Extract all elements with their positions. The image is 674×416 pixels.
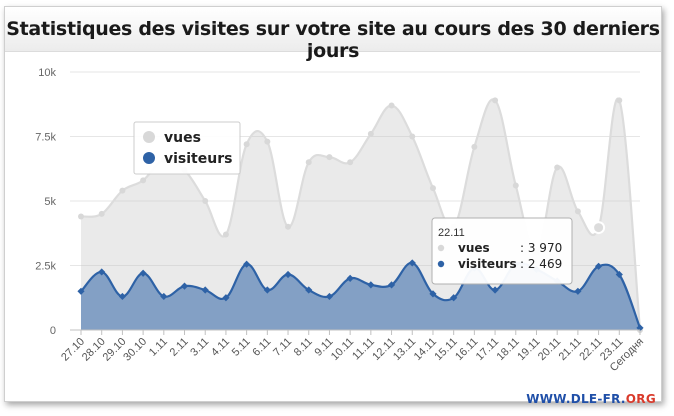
x-tick-label: 3.11 <box>188 336 211 359</box>
data-point-visiteurs <box>574 287 582 295</box>
data-point-vues <box>285 223 292 230</box>
data-point-visiteurs <box>491 286 499 294</box>
x-tick-label: 17.11 <box>474 336 501 363</box>
data-point-visiteurs <box>594 262 603 270</box>
x-tick-label: 14.11 <box>412 336 439 363</box>
data-point-vues <box>512 182 519 189</box>
data-point-vues <box>140 177 147 184</box>
data-point-vues <box>409 133 416 140</box>
data-point-vues <box>429 185 436 192</box>
x-tick-label: 15.11 <box>432 336 459 363</box>
watermark: WWW.DLE-FR.ORG <box>526 392 656 406</box>
data-point-vues <box>574 208 581 215</box>
data-point-vues <box>388 102 395 109</box>
x-tick-label: 8.11 <box>292 336 315 359</box>
legend-marker-vues <box>143 131 155 143</box>
x-tick-label: 16.11 <box>453 336 480 363</box>
x-tick-label: 30.10 <box>121 336 149 364</box>
data-point-visiteurs <box>139 269 147 277</box>
data-point-vues <box>492 97 499 104</box>
data-point-visiteurs <box>615 270 623 279</box>
data-point-visiteurs <box>450 294 458 302</box>
legend-marker-visiteurs <box>143 152 155 164</box>
x-tick-label: 20.11 <box>536 336 563 363</box>
data-point-visiteurs <box>263 286 271 294</box>
data-point-visiteurs <box>346 274 354 282</box>
x-tick-label: 22.11 <box>577 336 604 363</box>
data-point-visiteurs <box>118 292 127 301</box>
data-point-visiteurs <box>77 287 85 295</box>
x-tick-label: 1.11 <box>147 336 170 359</box>
data-point-vues <box>554 164 561 171</box>
x-tick-label: 13.11 <box>391 336 418 363</box>
tooltip-marker-visiteurs <box>437 260 445 268</box>
tooltip-box <box>431 217 573 285</box>
data-point-vues <box>326 154 333 161</box>
x-tick-label: 19.11 <box>515 336 542 363</box>
data-point-visiteurs <box>387 281 396 289</box>
data-point-vues <box>98 210 105 217</box>
data-point-vues <box>305 159 312 166</box>
data-point-visiteurs <box>284 270 292 279</box>
x-tick-label: 12.11 <box>370 336 397 363</box>
hover-point-vues <box>592 221 606 235</box>
data-point-vues <box>78 213 84 220</box>
tooltip-header: 22.11 <box>438 227 465 239</box>
data-point-visiteurs <box>160 292 168 301</box>
series-area-visiteurs <box>81 262 640 330</box>
tooltip-series-name: vues <box>458 241 490 255</box>
y-tick-label: 5k <box>44 196 56 208</box>
x-tick-label: 6.11 <box>250 336 273 359</box>
data-point-visiteurs <box>325 292 334 301</box>
chart-title: Statistiques des visites sur votre site … <box>6 18 660 62</box>
x-tick-label: 18.11 <box>495 336 522 363</box>
data-point-vues <box>243 141 250 148</box>
tooltip-series-name: visiteurs <box>458 257 517 271</box>
y-tick-label: 0 <box>50 325 56 337</box>
y-tick-label: 10k <box>38 67 56 79</box>
data-point-vues <box>367 130 374 137</box>
data-point-visiteurs <box>636 324 644 332</box>
data-point-visiteurs <box>98 268 106 276</box>
data-point-visiteurs <box>305 286 313 294</box>
legend-label-vues: vues <box>164 130 201 146</box>
data-point-vues <box>616 97 623 104</box>
title-bar: Statistiques des visites sur votre site … <box>5 7 661 62</box>
legend-label-visiteurs: visiteurs <box>164 151 232 167</box>
data-point-vues <box>347 159 354 166</box>
y-tick-label: 2.5k <box>35 261 56 273</box>
x-tick-label: 21.11 <box>557 336 584 363</box>
x-tick-label: 10.11 <box>329 336 356 363</box>
x-tick-label: 2.11 <box>168 336 191 359</box>
watermark-org: ORG <box>625 392 656 406</box>
x-tick-label: 7.11 <box>271 336 294 359</box>
x-tick-label: 4.11 <box>209 336 232 359</box>
legend: vues visiteurs <box>133 121 241 175</box>
x-tick-label: 5.11 <box>230 336 253 359</box>
data-point-visiteurs <box>367 281 375 289</box>
data-point-vues <box>222 231 229 238</box>
data-point-vues <box>202 198 209 204</box>
data-point-visiteurs <box>201 286 209 294</box>
data-point-visiteurs <box>408 259 416 267</box>
tooltip-marker-vues <box>437 244 445 252</box>
data-point-visiteurs <box>222 294 230 302</box>
data-point-visiteurs <box>180 282 189 290</box>
tooltip-series-value: : 3 970 <box>520 241 562 255</box>
data-point-visiteurs <box>429 290 437 298</box>
tooltip-series-value: : 2 469 <box>520 257 562 271</box>
data-point-vues <box>264 138 271 145</box>
legend-box <box>133 121 241 175</box>
data-point-visiteurs <box>243 260 251 268</box>
data-point-vues <box>471 143 478 150</box>
data-point-vues <box>119 187 126 194</box>
y-tick-label: 7.5k <box>35 132 56 144</box>
watermark-main: WWW.DLE-FR. <box>526 392 626 406</box>
